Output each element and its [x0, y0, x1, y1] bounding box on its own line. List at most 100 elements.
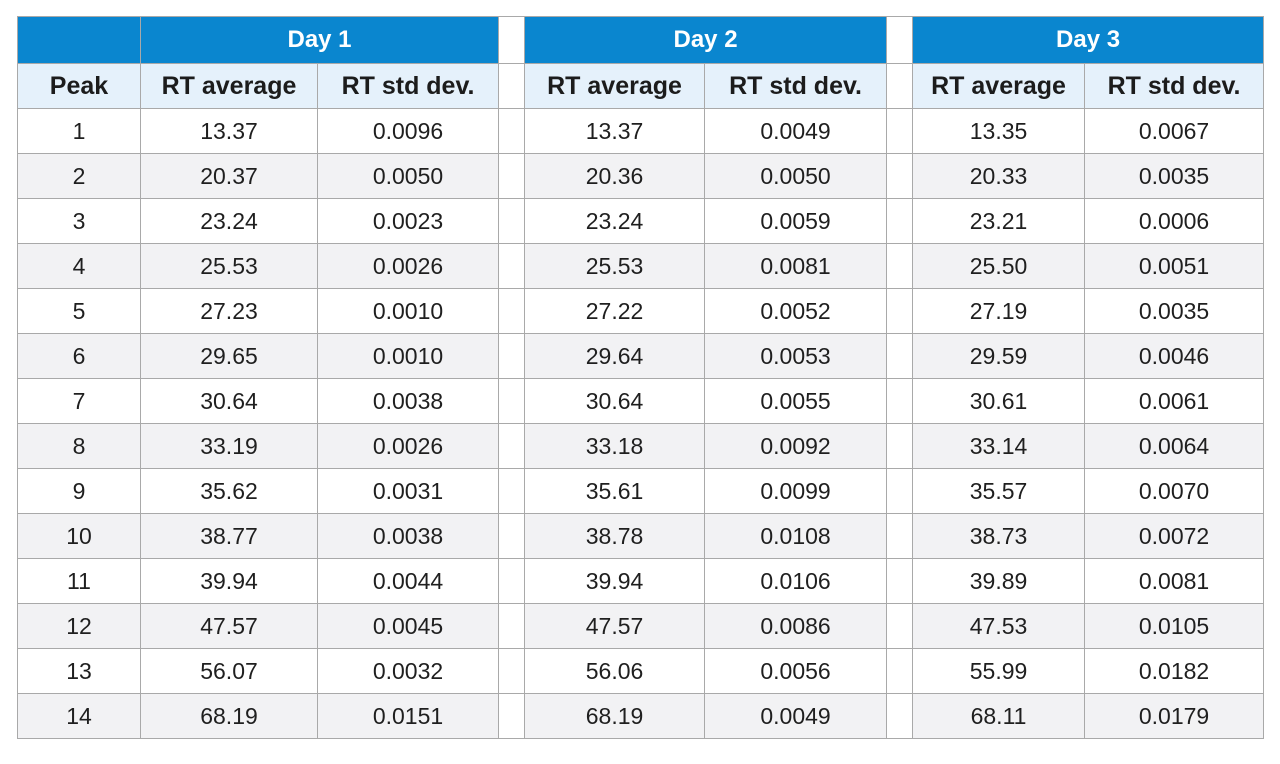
day-3-rt-std-dev-header: RT std dev. — [1084, 63, 1265, 109]
day-1-rt-average-cell: 27.23 — [140, 288, 318, 334]
day-1-rt-std-dev-cell: 0.0032 — [316, 648, 500, 694]
table-row: 3 23.24 0.0023 23.24 0.0059 23.21 0.0006 — [17, 198, 1265, 244]
day-1-rt-average-cell: 29.65 — [140, 333, 318, 379]
table-row: 8 33.19 0.0026 33.18 0.0092 33.14 0.0064 — [17, 423, 1265, 469]
gap-cell — [886, 243, 914, 289]
day-1-rt-std-dev-cell: 0.0050 — [316, 153, 500, 199]
rt-data-table: Day 1 Day 2 Day 3 Peak RT average RT std… — [17, 16, 1265, 739]
table-row: 4 25.53 0.0026 25.53 0.0081 25.50 0.0051 — [17, 243, 1265, 289]
day-2-rt-average-cell: 23.24 — [524, 198, 706, 244]
day-3-rt-std-dev-cell: 0.0070 — [1084, 468, 1265, 514]
table-body: 1 13.37 0.0096 13.37 0.0049 13.35 0.0067 2 20.37… — [17, 108, 1265, 739]
day-3-rt-std-dev-cell: 0.0006 — [1084, 198, 1265, 244]
day-3-rt-std-dev-cell: 0.0179 — [1084, 693, 1265, 739]
day-3-rt-average-cell: 23.21 — [912, 198, 1086, 244]
day-2-rt-average-cell: 68.19 — [524, 693, 706, 739]
gap-cell — [498, 513, 526, 559]
day-1-rt-std-dev-cell: 0.0096 — [316, 108, 500, 154]
gap-cell — [886, 108, 914, 154]
day-1-rt-average-cell: 35.62 — [140, 468, 318, 514]
gap-cell — [498, 333, 526, 379]
table-row: 14 68.19 0.0151 68.19 0.0049 68.11 0.0179 — [17, 693, 1265, 739]
day-3-rt-average-cell: 55.99 — [912, 648, 1086, 694]
day-1-rt-average-cell: 33.19 — [140, 423, 318, 469]
peak-cell: 11 — [17, 558, 141, 604]
gap-cell — [886, 378, 914, 424]
day-3-rt-std-dev-cell: 0.0081 — [1084, 558, 1265, 604]
day-3-rt-std-dev-cell: 0.0182 — [1084, 648, 1265, 694]
gap-cell — [498, 423, 526, 469]
day-2-rt-std-dev-cell: 0.0049 — [704, 693, 888, 739]
day-1-rt-std-dev-header: RT std dev. — [316, 63, 500, 109]
day-3-rt-std-dev-cell: 0.0105 — [1084, 603, 1265, 649]
day-1-rt-average-cell: 47.57 — [140, 603, 318, 649]
table-row: 13 56.07 0.0032 56.06 0.0056 55.99 0.0182 — [17, 648, 1265, 694]
table-row: 2 20.37 0.0050 20.36 0.0050 20.33 0.0035 — [17, 153, 1265, 199]
day-2-rt-std-dev-cell: 0.0086 — [704, 603, 888, 649]
gap-cell — [498, 288, 526, 334]
day-3-rt-average-cell: 39.89 — [912, 558, 1086, 604]
gap-cell — [886, 513, 914, 559]
day-3-rt-average-cell: 38.73 — [912, 513, 1086, 559]
day-2-header: Day 2 — [524, 16, 888, 64]
day-2-rt-average-cell: 47.57 — [524, 603, 706, 649]
day-3-rt-std-dev-cell: 0.0035 — [1084, 153, 1265, 199]
day-1-rt-std-dev-cell: 0.0026 — [316, 423, 500, 469]
day-2-rt-average-header: RT average — [524, 63, 706, 109]
day-1-rt-std-dev-cell: 0.0038 — [316, 378, 500, 424]
day-1-rt-average-cell: 13.37 — [140, 108, 318, 154]
gap-cell — [498, 648, 526, 694]
day-3-rt-average-cell: 35.57 — [912, 468, 1086, 514]
gap-cell — [886, 558, 914, 604]
day-2-rt-std-dev-cell: 0.0108 — [704, 513, 888, 559]
day-3-rt-std-dev-cell: 0.0051 — [1084, 243, 1265, 289]
day-2-rt-std-dev-cell: 0.0081 — [704, 243, 888, 289]
day-1-rt-average-cell: 20.37 — [140, 153, 318, 199]
day-1-rt-average-cell: 30.64 — [140, 378, 318, 424]
day-1-rt-average-cell: 68.19 — [140, 693, 318, 739]
day-1-rt-average-cell: 56.07 — [140, 648, 318, 694]
day-3-rt-average-cell: 13.35 — [912, 108, 1086, 154]
gap-cell — [886, 603, 914, 649]
day-2-rt-average-cell: 39.94 — [524, 558, 706, 604]
gap-cell — [886, 153, 914, 199]
gap-cell — [498, 63, 526, 109]
gap-cell — [886, 198, 914, 244]
day-3-rt-average-cell: 29.59 — [912, 333, 1086, 379]
day-1-rt-std-dev-cell: 0.0045 — [316, 603, 500, 649]
gap-cell — [498, 693, 526, 739]
day-header-row: Day 1 Day 2 Day 3 — [17, 16, 1265, 64]
day-1-rt-average-cell: 39.94 — [140, 558, 318, 604]
gap-cell — [498, 603, 526, 649]
gap-cell — [498, 468, 526, 514]
column-header-row: Peak RT average RT std dev. RT average R… — [17, 63, 1265, 109]
peak-cell: 6 — [17, 333, 141, 379]
gap-cell — [886, 333, 914, 379]
table-row: 12 47.57 0.0045 47.57 0.0086 47.53 0.0105 — [17, 603, 1265, 649]
day-1-rt-std-dev-cell: 0.0023 — [316, 198, 500, 244]
day-3-rt-average-cell: 27.19 — [912, 288, 1086, 334]
table-row: 9 35.62 0.0031 35.61 0.0099 35.57 0.0070 — [17, 468, 1265, 514]
peak-column-header: Peak — [17, 63, 141, 109]
table-row: 5 27.23 0.0010 27.22 0.0052 27.19 0.0035 — [17, 288, 1265, 334]
day-1-rt-average-cell: 25.53 — [140, 243, 318, 289]
table-row: 7 30.64 0.0038 30.64 0.0055 30.61 0.0061 — [17, 378, 1265, 424]
gap-cell — [498, 378, 526, 424]
day-1-rt-std-dev-cell: 0.0044 — [316, 558, 500, 604]
day-2-rt-std-dev-cell: 0.0056 — [704, 648, 888, 694]
day-2-rt-average-cell: 30.64 — [524, 378, 706, 424]
day-1-rt-std-dev-cell: 0.0151 — [316, 693, 500, 739]
day-3-rt-std-dev-cell: 0.0046 — [1084, 333, 1265, 379]
day-1-rt-std-dev-cell: 0.0038 — [316, 513, 500, 559]
day-3-rt-average-cell: 20.33 — [912, 153, 1086, 199]
peak-cell: 5 — [17, 288, 141, 334]
gap-cell — [498, 198, 526, 244]
day-3-rt-average-cell: 25.50 — [912, 243, 1086, 289]
day-2-rt-std-dev-header: RT std dev. — [704, 63, 888, 109]
day-3-rt-std-dev-cell: 0.0064 — [1084, 423, 1265, 469]
day-2-rt-average-cell: 29.64 — [524, 333, 706, 379]
day-1-header: Day 1 — [139, 16, 500, 64]
gap-cell — [886, 693, 914, 739]
peak-cell: 14 — [17, 693, 141, 739]
gap-cell — [498, 243, 526, 289]
